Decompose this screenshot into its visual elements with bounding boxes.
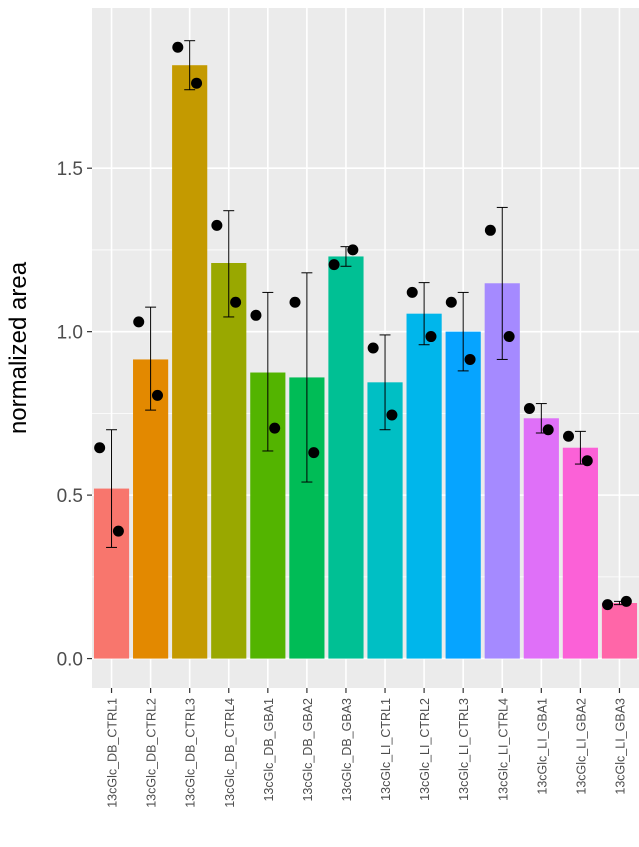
error-bar [184,40,196,91]
x-tick-label: 13cGlc_DB_CTRL4 [223,698,237,808]
data-point [602,599,614,611]
data-point [386,409,398,421]
bar-13cGlc_DB_GBA3 [328,256,364,659]
bar-13cGlc_LI_GBA1 [523,418,559,659]
y-axis: 0.0 0.5 1.0 1.5 [57,159,92,671]
error-bar [223,210,235,318]
x-tick-label: 13cGlc_LI_GBA3 [613,698,627,795]
data-point [328,259,340,271]
data-point [425,331,437,343]
data-point [289,296,301,308]
x-tick-label: 13cGlc_DB_CTRL2 [145,698,159,808]
error-bar [496,206,508,360]
data-points [94,41,632,611]
bar-13cGlc_LI_GBA2 [562,447,598,659]
x-axis: 13cGlc_DB_CTRL1 13cGlc_DB_CTRL2 13cGlc_DB_… [106,688,627,808]
y-tick-label: 1.5 [57,159,83,180]
error-bar [301,272,313,483]
bar-13cGlc_DB_CTRL3 [172,65,208,659]
x-tick-label: 13cGlc_DB_GBA1 [262,698,276,802]
data-point [347,244,359,256]
data-point [581,455,593,467]
x-tick-label: 13cGlc_LI_CTRL4 [496,698,510,801]
data-point [94,442,106,454]
error-bar [379,334,391,431]
y-tick-label: 1.0 [57,323,83,344]
error-bars [106,40,625,606]
error-bar [262,291,274,452]
data-point [503,331,515,343]
data-point [308,447,320,459]
data-point [523,402,535,414]
bar-13cGlc_LI_GBA3 [601,603,638,659]
x-tick-label: 13cGlc_DB_CTRL3 [184,698,198,808]
data-point [620,595,632,607]
data-point [484,224,496,236]
y-axis-title: normalized area [5,261,32,434]
data-point [230,296,242,308]
x-tick-label: 13cGlc_LI_CTRL1 [379,698,393,801]
error-bar [145,306,157,411]
x-tick-label: 13cGlc_DB_GBA3 [340,698,354,802]
data-point [542,424,554,436]
data-point [250,309,262,321]
data-point [406,286,418,298]
y-tick-label: 0.0 [57,650,83,671]
y-tick-label: 0.5 [57,486,83,507]
data-point [112,525,124,537]
data-point [367,342,379,354]
data-point [269,422,281,434]
x-tick-label: 13cGlc_LI_GBA2 [574,698,588,795]
error-bar [106,429,118,548]
x-tick-label: 13cGlc_LI_CTRL2 [418,698,432,801]
x-tick-label: 13cGlc_DB_CTRL1 [106,698,120,808]
bar-13cGlc_DB_CTRL4 [211,263,247,659]
data-point [191,77,203,89]
bars [93,65,638,659]
data-point [133,316,145,328]
bar-13cGlc_LI_CTRL3 [445,331,481,659]
data-point [211,219,223,231]
data-point [464,353,476,365]
x-tick-label: 13cGlc_LI_GBA1 [535,698,549,795]
error-bar [457,291,469,372]
x-tick-label: 13cGlc_DB_GBA2 [301,698,315,802]
data-point [151,389,163,401]
error-bar [418,282,430,346]
bar-13cGlc_LI_CTRL2 [406,313,442,659]
data-point [563,430,575,442]
data-point [172,41,184,53]
data-point [445,296,457,308]
x-tick-label: 13cGlc_LI_CTRL3 [457,698,471,801]
